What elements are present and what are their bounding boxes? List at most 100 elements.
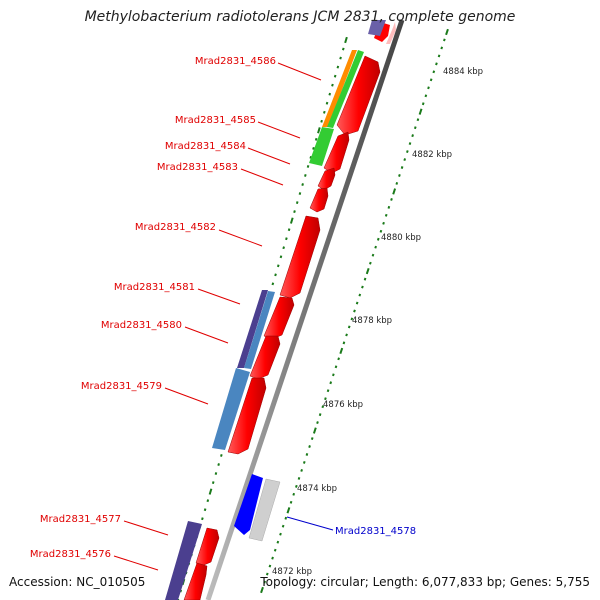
outer-ring-tick — [329, 381, 333, 385]
outer-ring-tick — [279, 532, 282, 536]
outer-ring-tick — [400, 166, 404, 169]
gene-label-4579[interactable]: Mrad2831_4579 — [81, 381, 162, 392]
gene-4577-arrow[interactable] — [195, 527, 220, 566]
gene-4586-green[interactable] — [327, 50, 364, 128]
gene-4581-dark[interactable] — [237, 290, 268, 368]
kbp-labels: 4884 kbp 4882 kbp 4880 kbp 4878 kbp 4876… — [272, 67, 483, 577]
outer-ring-tick — [305, 453, 309, 456]
outer-ring-tick — [443, 38, 446, 42]
outer-ring-tick — [369, 261, 372, 265]
outer-ring-tick — [379, 229, 383, 233]
outer-ring-tick — [273, 548, 277, 552]
gene-label-4576[interactable]: Mrad2831_4576 — [30, 549, 111, 560]
outer-ring-tick — [345, 333, 348, 337]
forward-strand-genes — [183, 22, 396, 600]
outer-ring-tick — [408, 142, 412, 146]
inner-ring-tick — [271, 282, 275, 286]
inner-ring-tick — [287, 228, 291, 232]
inner-ring-tick — [295, 201, 299, 205]
gene-4585-green[interactable] — [309, 127, 334, 166]
outer-ring-tick — [355, 301, 359, 305]
gene-4583-arrow[interactable] — [309, 187, 329, 213]
inner-ring-tick — [341, 47, 345, 51]
outer-ring-tick — [260, 586, 264, 594]
outer-ring-tick — [302, 461, 306, 464]
inner-ring-tick — [206, 499, 210, 503]
inner-ring-tick — [325, 101, 329, 105]
gene-4579-arrow[interactable] — [227, 377, 267, 455]
outer-ring-tick — [289, 500, 293, 504]
outer-ring-tick — [403, 158, 407, 161]
inner-ring-tick — [203, 508, 207, 512]
gene-4578-blue-arrow[interactable] — [234, 474, 263, 535]
outer-ring-tick — [395, 182, 399, 185]
outer-ring-tick — [384, 213, 388, 217]
outer-ring-tick — [271, 556, 274, 560]
outer-tick-ring — [260, 28, 449, 594]
outer-ring-tick — [416, 118, 420, 122]
kbp-label-4882: 4882 kbp — [412, 150, 452, 160]
outer-ring-tick — [312, 427, 317, 434]
outer-ring-tick — [295, 484, 298, 488]
gene-4581-light[interactable] — [244, 291, 275, 369]
reverse-strand-genes — [165, 20, 386, 600]
outer-ring-tick — [382, 221, 385, 225]
outer-ring-tick — [342, 341, 346, 345]
outer-ring-tick — [324, 397, 327, 401]
outer-ring-tick — [339, 347, 344, 355]
outer-ring-tick — [374, 245, 377, 249]
outer-ring-tick — [353, 309, 356, 313]
gene-labels: Mrad2831_4586 Mrad2831_4585 Mrad2831_458… — [30, 56, 416, 560]
outer-ring-tick — [358, 293, 362, 297]
inner-ring-tick — [344, 36, 348, 44]
gene-label-4584[interactable]: Mrad2831_4584 — [165, 141, 246, 152]
gene-4584-arrow[interactable] — [317, 167, 336, 191]
gene-label-4585[interactable]: Mrad2831_4585 — [175, 115, 256, 126]
gene-label-4583[interactable]: Mrad2831_4583 — [157, 162, 238, 173]
kbp-label-4884: 4884 kbp — [443, 67, 483, 77]
outer-ring-tick — [263, 580, 266, 584]
outer-ring-tick — [427, 86, 430, 90]
inner-ring-tick — [208, 488, 213, 495]
inner-ring-tick — [333, 74, 337, 78]
gene-4576-arrow[interactable] — [183, 562, 208, 600]
outer-ring-tick — [265, 572, 269, 576]
outer-ring-tick — [310, 437, 314, 440]
gene-label-4581[interactable]: Mrad2831_4581 — [114, 282, 195, 293]
inner-ring-tick — [317, 127, 321, 134]
inner-ring-tick — [323, 110, 326, 114]
outer-ring-tick — [316, 421, 319, 425]
inner-ring-tick — [328, 92, 332, 96]
genome-title: Methylobacterium radiotolerans JCM 2831,… — [84, 9, 516, 25]
inner-ring-tick — [298, 192, 302, 195]
gene-4579-light[interactable] — [212, 368, 250, 450]
gene-label-4577[interactable]: Mrad2831_4577 — [40, 514, 121, 525]
outer-ring-tick — [334, 365, 338, 369]
outer-ring-tick — [268, 564, 272, 568]
outer-ring-tick — [390, 197, 393, 201]
outer-ring-tick — [308, 445, 311, 448]
gene-label-4578[interactable]: Mrad2831_4578 — [335, 526, 416, 537]
outer-ring-tick — [429, 78, 433, 82]
outer-ring-tick — [406, 150, 409, 154]
gene-4577-dark[interactable] — [165, 521, 202, 600]
gene-4578-grey[interactable] — [248, 478, 281, 542]
outer-ring-tick — [326, 389, 330, 393]
outer-ring-tick — [286, 507, 291, 514]
inner-ring-tick — [309, 155, 313, 159]
gene-4586-orange[interactable] — [322, 50, 357, 127]
outer-ring-tick — [337, 357, 340, 361]
kbp-label-4878: 4878 kbp — [352, 316, 392, 326]
outer-ring-tick — [297, 476, 301, 480]
outer-ring-tick — [421, 102, 425, 106]
gene-label-4586[interactable]: Mrad2831_4586 — [195, 56, 276, 67]
kbp-label-4876: 4876 kbp — [323, 400, 363, 410]
outer-ring-tick — [284, 516, 288, 520]
gene-top-dark[interactable] — [368, 20, 386, 36]
gene-label-4580[interactable]: Mrad2831_4580 — [101, 320, 182, 331]
gene-top-arrow[interactable] — [374, 22, 390, 42]
inner-ring-tick — [293, 210, 296, 214]
inner-ring-tick — [214, 472, 218, 475]
gene-label-4582[interactable]: Mrad2831_4582 — [135, 222, 216, 233]
genome-backbone — [205, 19, 405, 600]
